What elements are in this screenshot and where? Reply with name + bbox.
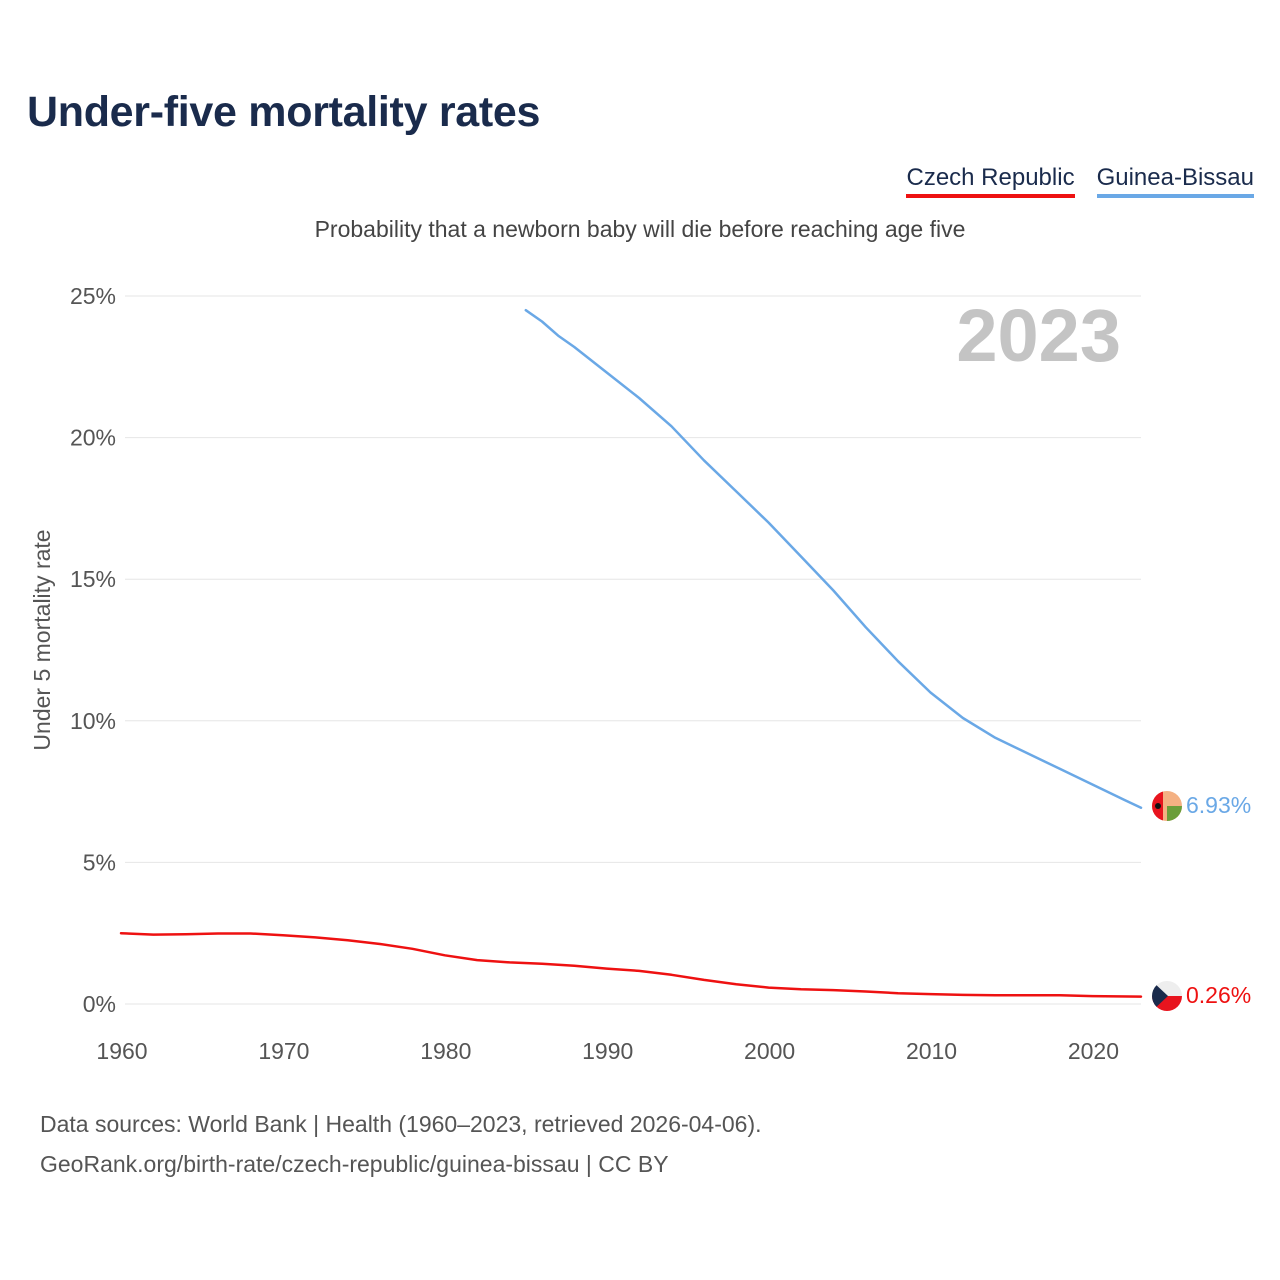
y-tick-label: 10% (70, 708, 116, 734)
x-tick-label: 1960 (96, 1038, 147, 1064)
y-tick-label: 20% (70, 425, 116, 451)
x-tick-label: 2010 (906, 1038, 957, 1064)
legend-item-guinea-bissau[interactable]: Guinea-Bissau (1096, 164, 1254, 198)
x-tick-label: 1990 (582, 1038, 633, 1064)
gridlines (125, 295, 1141, 1005)
y-tick-label: 15% (70, 566, 116, 592)
end-label-guinea-bissau: 6.93% (1186, 792, 1251, 818)
series-lines (119, 308, 1143, 998)
legend-item-czech-republic[interactable]: Czech Republic (906, 164, 1075, 198)
y-tick-label: 25% (70, 283, 116, 309)
footer: Data sources: World Bank | Health (1960–… (40, 1104, 762, 1184)
y-axis-label: Under 5 mortality rate (29, 529, 55, 750)
chart-subtitle: Probability that a newborn baby will die… (314, 216, 966, 242)
x-tick-label: 1970 (258, 1038, 309, 1064)
y-tick-label: 5% (83, 849, 116, 875)
line-chart: 0% 5% 10% 15% 20% 25% 1960 1970 1980 1990 2000 201… (29, 283, 1251, 1064)
czech-republic-flag-icon (1152, 981, 1182, 1011)
source-url: GeoRank.org/birth-rate/czech-republic/gu… (40, 1151, 669, 1177)
guinea-bissau-flag-icon (1152, 791, 1182, 821)
data-source-note: Data sources: World Bank | Health (1960–… (40, 1111, 762, 1137)
x-tick-label: 2020 (1068, 1038, 1119, 1064)
legend: Czech Republic Guinea-Bissau (906, 164, 1254, 198)
x-axis-ticks: 1960 1970 1980 1990 2000 2010 2020 (96, 1038, 1119, 1064)
x-tick-label: 1980 (420, 1038, 471, 1064)
y-axis-ticks: 0% 5% 10% 15% 20% 25% (70, 283, 116, 1017)
chart-title: Under-five mortality rates (27, 88, 541, 136)
series-line-guinea-bissau[interactable] (524, 308, 1143, 809)
series-line-czech-republic[interactable] (119, 931, 1143, 998)
end-label-czech-republic: 0.26% (1186, 982, 1251, 1008)
year-watermark: 2023 (956, 294, 1121, 377)
y-tick-label: 0% (83, 991, 116, 1017)
x-tick-label: 2000 (744, 1038, 795, 1064)
